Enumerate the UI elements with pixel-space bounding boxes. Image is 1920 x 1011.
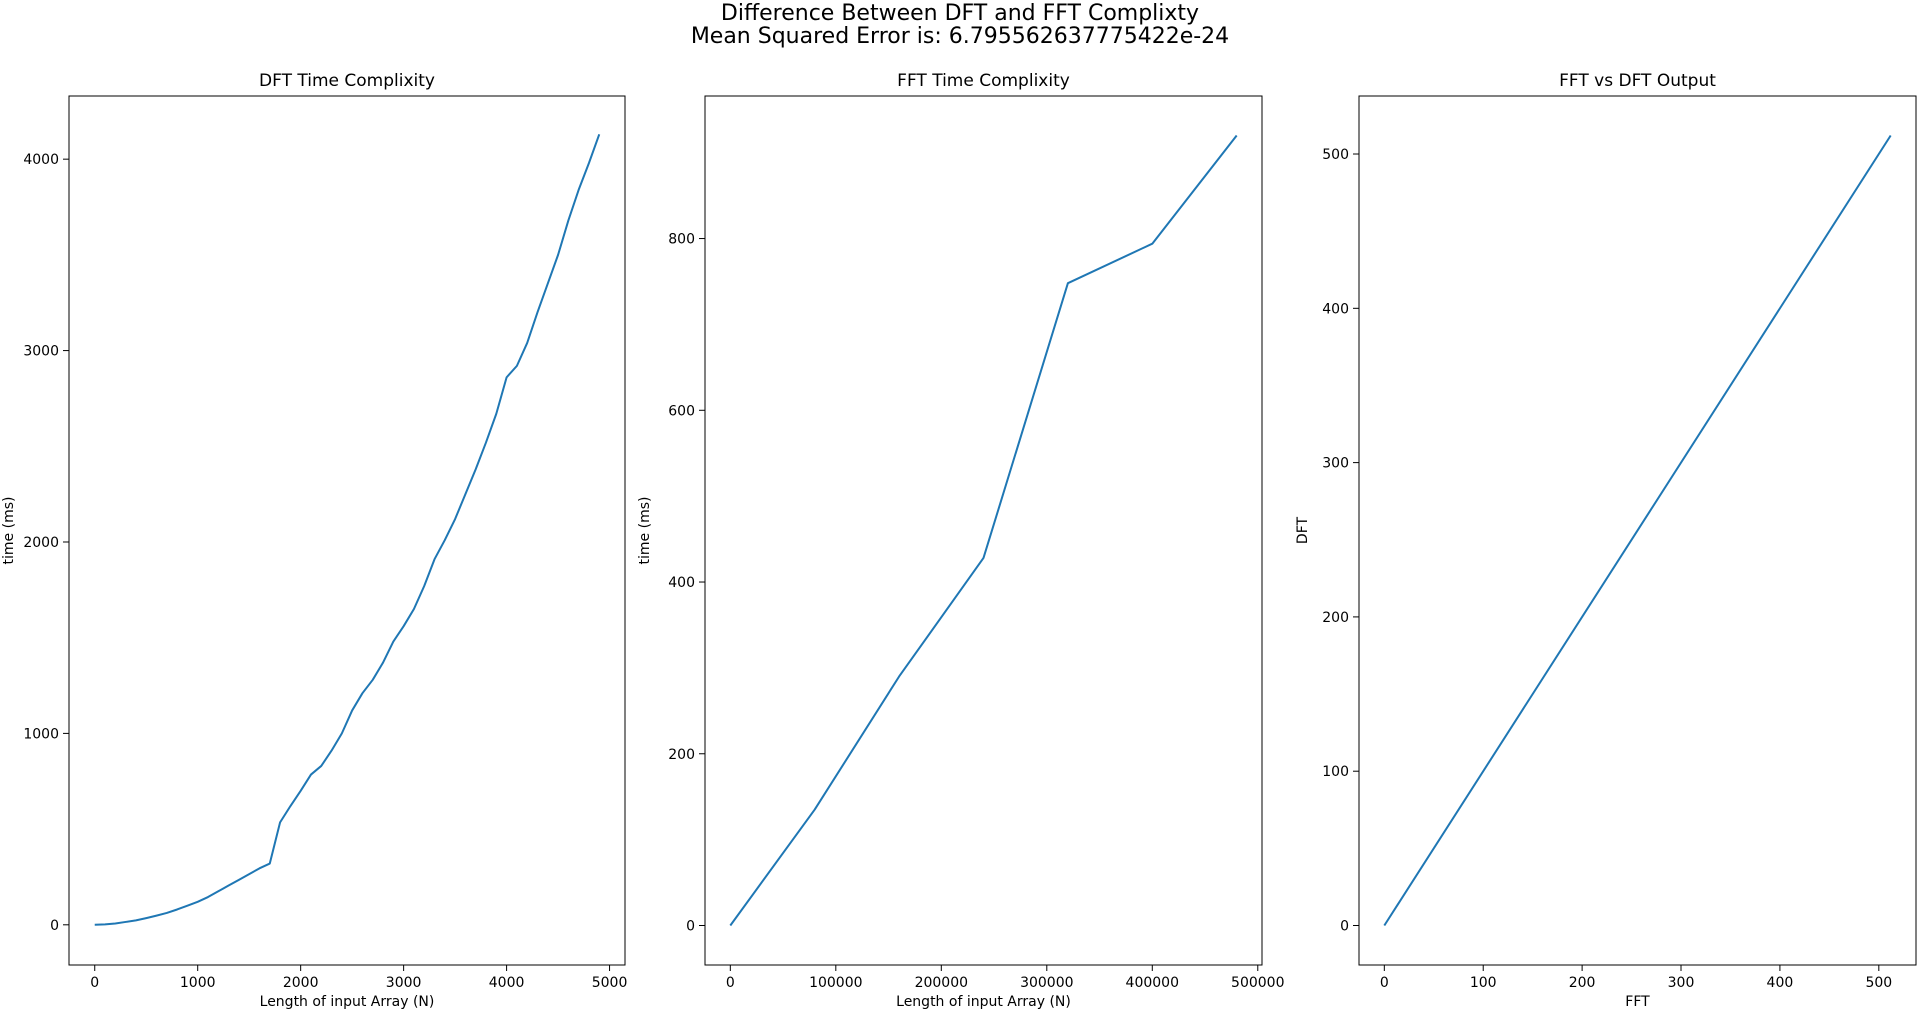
x-tick-label: 0	[1380, 975, 1389, 991]
x-tick-label: 1000	[180, 975, 216, 991]
y-tick-label: 0	[50, 918, 59, 934]
y-tick-label: 400	[1322, 301, 1349, 317]
x-tick-label: 0	[726, 975, 735, 991]
y-tick-label: 600	[668, 403, 695, 419]
y-tick-label: 4000	[23, 152, 59, 168]
y-tick-label: 500	[1322, 147, 1349, 163]
x-tick-label: 2000	[283, 975, 319, 991]
x-axis-label: Length of input Array (N)	[896, 994, 1071, 1010]
y-tick-label: 800	[668, 232, 695, 248]
y-tick-label: 0	[1340, 919, 1349, 935]
figure-title-line1: Difference Between DFT and FFT Complixty	[721, 1, 1199, 26]
y-tick-label: 3000	[23, 344, 59, 360]
y-tick-label: 0	[686, 919, 695, 935]
y-tick-label: 100	[1322, 764, 1349, 780]
subplot-title: FFT Time Complixity	[897, 71, 1070, 91]
subplot-title: FFT vs DFT Output	[1559, 71, 1716, 91]
x-axis-label: FFT	[1625, 994, 1650, 1010]
axes-frame	[1358, 95, 1917, 966]
x-tick-label: 100000	[809, 975, 862, 991]
figure-title-line2: Mean Squared Error is: 6.795562637775422…	[691, 24, 1229, 49]
y-tick-label: 2000	[23, 535, 59, 551]
y-tick-label: 200	[668, 747, 695, 763]
x-tick-label: 4000	[489, 975, 525, 991]
x-tick-label: 100	[1470, 975, 1497, 991]
y-axis-label: time (ms)	[1, 497, 17, 565]
x-tick-label: 500000	[1231, 975, 1284, 991]
x-tick-label: 200000	[915, 975, 968, 991]
series-line	[1383, 134, 1892, 927]
x-tick-label: 300000	[1020, 975, 1073, 991]
x-tick-label: 400000	[1126, 975, 1179, 991]
x-tick-label: 200	[1569, 975, 1596, 991]
x-tick-label: 400	[1767, 975, 1794, 991]
x-tick-label: 3000	[386, 975, 422, 991]
y-axis-label: time (ms)	[637, 497, 653, 565]
x-tick-label: 5000	[592, 975, 628, 991]
series-line	[94, 133, 601, 926]
y-tick-label: 400	[668, 575, 695, 591]
x-tick-label: 300	[1668, 975, 1695, 991]
subplot-3: FFT vs DFT Output 0 100 200 300 400 500 0 100 200…	[1295, 71, 1917, 1010]
x-tick-label: 0	[90, 975, 99, 991]
x-tick-label: 500	[1865, 975, 1892, 991]
axes-frame	[704, 95, 1263, 966]
y-tick-label: 200	[1322, 610, 1349, 626]
subplot-1: DFT Time Complixity 0 1000 2000 3000 4000 5000…	[1, 71, 627, 1010]
series-line	[729, 134, 1238, 927]
y-axis-label: DFT	[1295, 516, 1311, 544]
subplot-title: DFT Time Complixity	[259, 71, 435, 91]
axes-frame	[68, 95, 626, 966]
y-tick-label: 300	[1322, 456, 1349, 472]
subplot-2: FFT Time Complixity 0 100000 200000 300000 40…	[637, 71, 1285, 1010]
x-axis-label: Length of input Array (N)	[260, 994, 435, 1010]
y-tick-label: 1000	[23, 726, 59, 742]
